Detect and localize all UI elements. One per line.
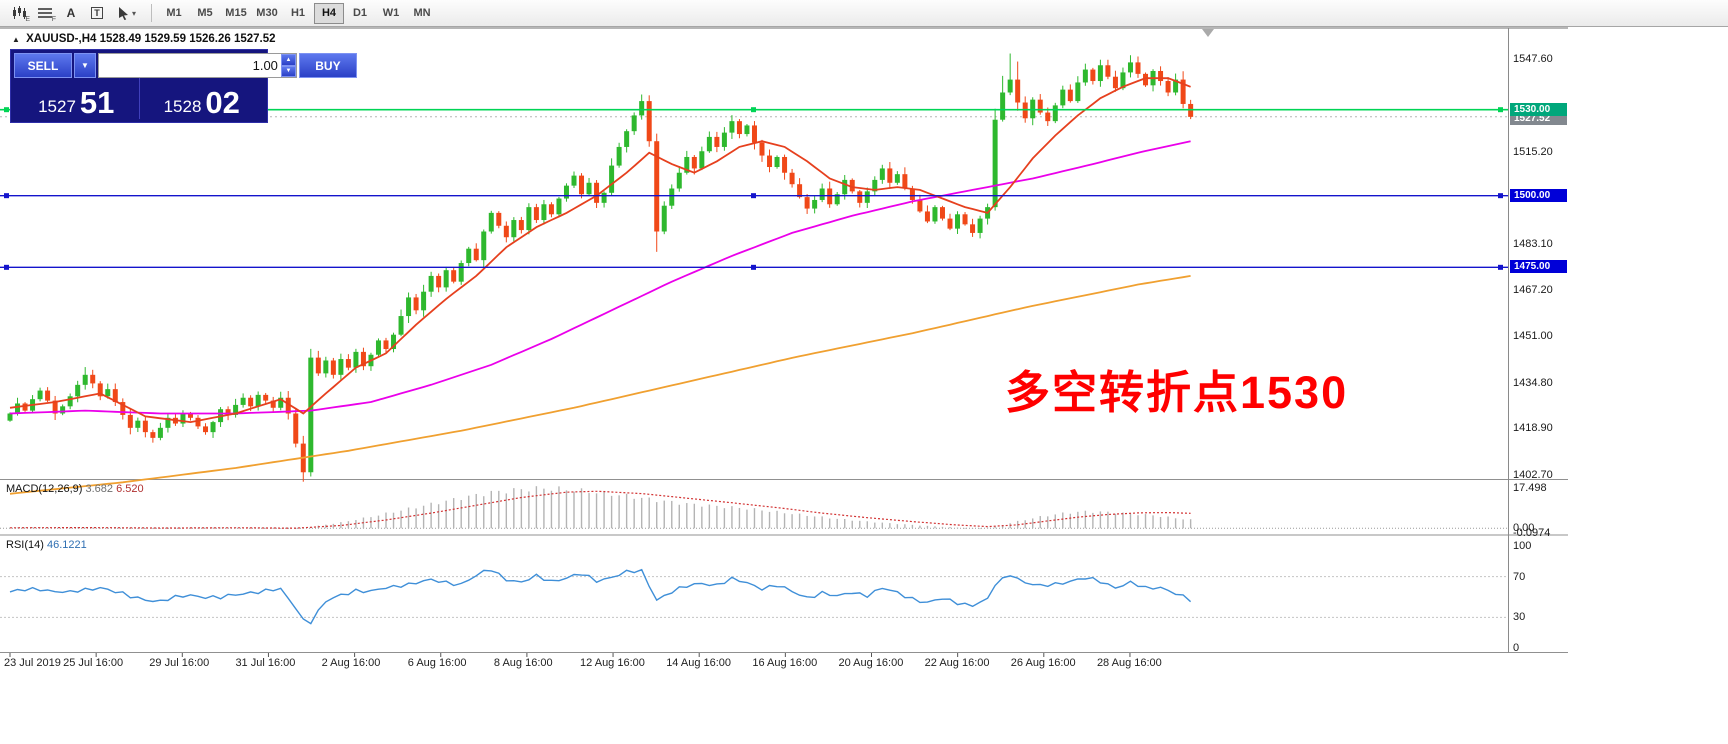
- one-click-trading-panel: SELL ▼ ▲ ▼ BUY 1527 51 1528 02: [10, 49, 357, 123]
- timeframe-w1[interactable]: W1: [376, 3, 406, 24]
- rsi-axis-label: 100: [1513, 540, 1532, 552]
- volume-field: ▲ ▼: [97, 53, 297, 78]
- hline-handle[interactable]: [1498, 264, 1503, 270]
- price-tag-1475.00: 1475.00: [1510, 260, 1567, 273]
- time-axis-label: 22 Aug 16:00: [924, 657, 990, 669]
- time-axis-label: 23 Jul 2019: [4, 657, 61, 669]
- timeframe-m15[interactable]: M15: [221, 3, 251, 24]
- chart-ohlc-header: ▲ XAUUSD-,H4 1528.49 1529.59 1526.26 152…: [12, 33, 276, 45]
- rsi-header: RSI(14) 46.1221: [6, 539, 87, 551]
- macd-main-value: 3.682: [85, 483, 114, 495]
- time-axis-label: 26 Aug 16:00: [1010, 657, 1076, 669]
- sell-button[interactable]: SELL: [14, 53, 72, 78]
- timeframe-h1[interactable]: H1: [283, 3, 313, 24]
- timeframe-mn[interactable]: MN: [407, 3, 437, 24]
- hline-handle[interactable]: [751, 264, 756, 270]
- macd-histogram: [9, 486, 1192, 530]
- time-axis-label: 25 Jul 16:00: [63, 657, 124, 669]
- time-axis-label: 20 Aug 16:00: [838, 657, 904, 669]
- time-axis-label: 29 Jul 16:00: [149, 657, 210, 669]
- buy-price-main: 1528: [163, 97, 202, 117]
- time-axis-label: 16 Aug 16:00: [752, 657, 818, 669]
- volume-dropdown-button[interactable]: ▼: [74, 53, 96, 78]
- volume-up-button[interactable]: ▲: [280, 54, 296, 66]
- macd-signal-value: 6.520: [116, 483, 144, 495]
- time-axis-label: 28 Aug 16:00: [1096, 657, 1162, 669]
- price-axis-label: 1483.10: [1513, 238, 1553, 250]
- sell-price-main: 1527: [38, 97, 76, 117]
- price-tag-1500.00: 1500.00: [1510, 189, 1567, 202]
- rsi-axis-label: 30: [1513, 611, 1526, 623]
- hline-handle[interactable]: [4, 107, 9, 113]
- time-axis-label: 31 Jul 16:00: [235, 657, 296, 669]
- price-axis-label: 1418.90: [1513, 422, 1553, 434]
- sell-price-display: 1527 51: [14, 78, 139, 119]
- price-axis-label: 1467.20: [1513, 284, 1553, 296]
- rsi-line: [9, 568, 1192, 625]
- toolbar: E F A T ▾ M1 M5 M15 M30 H1 H4 D1 W1 MN: [0, 0, 1728, 27]
- buy-price-display: 1528 02: [138, 78, 265, 120]
- macd-axis-label: -0.0974: [1513, 527, 1551, 539]
- timeframe-m30[interactable]: M30: [252, 3, 282, 24]
- one-click-collapse-icon[interactable]: ▲: [12, 35, 20, 44]
- volume-down-button[interactable]: ▼: [280, 65, 296, 77]
- volume-input[interactable]: [98, 54, 281, 77]
- ohlc-close: 1527.52: [233, 33, 276, 45]
- price-axis-label: 1434.80: [1513, 377, 1553, 389]
- timeframe-toolbar: M1 M5 M15 M30 H1 H4 D1 W1 MN: [159, 2, 437, 24]
- text-label-tool-icon[interactable]: T: [84, 2, 110, 24]
- rsi-axis-label: 0: [1513, 642, 1520, 654]
- chart-lines-icon[interactable]: F: [32, 2, 58, 24]
- hline-handle[interactable]: [751, 107, 756, 113]
- candlestick-chart-icon[interactable]: E: [6, 2, 32, 24]
- timeframe-m5[interactable]: M5: [190, 3, 220, 24]
- sell-price-pips: 51: [79, 84, 115, 120]
- chart-annotation-text[interactable]: 多空转折点1530: [1005, 367, 1349, 418]
- timeframe-m1[interactable]: M1: [159, 3, 189, 24]
- toolbar-separator: [151, 4, 152, 22]
- hline-handle[interactable]: [751, 193, 756, 199]
- volume-stepper: ▲ ▼: [280, 54, 296, 77]
- symbol-label: XAUUSD-,H4: [26, 33, 97, 45]
- macd-signal-line: [10, 490, 1191, 529]
- rsi-axis-label: 70: [1513, 571, 1526, 583]
- price-axis-label: 1547.60: [1513, 53, 1553, 65]
- price-tag-1530.00: 1530.00: [1510, 103, 1567, 116]
- time-axis-label: 12 Aug 16:00: [580, 657, 645, 669]
- ohlc-high: 1529.59: [144, 33, 186, 45]
- text-tool-icon[interactable]: A: [58, 2, 84, 24]
- hline-handle[interactable]: [4, 193, 9, 199]
- price-axis-label: 1402.70: [1513, 469, 1553, 481]
- buy-price-pips: 02: [205, 84, 240, 120]
- hline-handle[interactable]: [4, 264, 9, 270]
- rsi-value: 46.1221: [46, 539, 87, 551]
- buy-button[interactable]: BUY: [298, 53, 357, 78]
- chart-shift-marker[interactable]: [1202, 29, 1214, 37]
- time-axis-label: 14 Aug 16:00: [666, 657, 732, 669]
- time-axis-label: 8 Aug 16:00: [493, 657, 553, 669]
- hline-handle[interactable]: [1498, 193, 1503, 199]
- ohlc-open: 1528.49: [99, 33, 142, 45]
- macd-axis-label: 17.498: [1513, 482, 1547, 494]
- hline-handle[interactable]: [1498, 107, 1503, 113]
- price-axis-label: 1451.00: [1513, 330, 1553, 342]
- macd-axis-label: 0.00: [1513, 522, 1535, 534]
- cursor-tool-icon[interactable]: ▾: [110, 2, 144, 24]
- macd-header: MACD(12,26,9) 3.682 6.520: [6, 483, 144, 495]
- ohlc-low: 1526.26: [189, 33, 231, 45]
- time-axis-label: 6 Aug 16:00: [407, 657, 467, 669]
- timeframe-d1[interactable]: D1: [345, 3, 375, 24]
- timeframe-h4[interactable]: H4: [314, 2, 344, 24]
- price-axis-label: 1515.20: [1513, 146, 1553, 158]
- time-axis-label: 2 Aug 16:00: [321, 657, 381, 669]
